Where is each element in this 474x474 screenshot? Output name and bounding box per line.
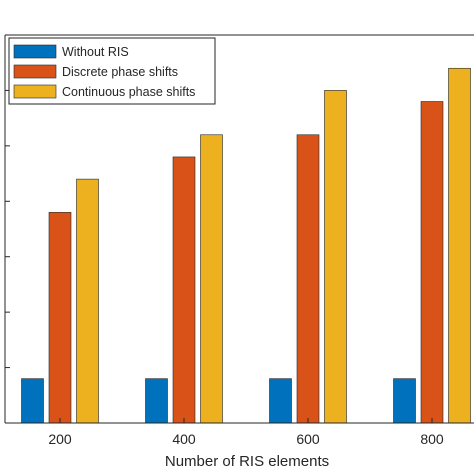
x-tick-label-200: 200 — [48, 431, 72, 447]
bar-discrete-phase-shifts-600 — [296, 134, 320, 424]
bar-discrete-phase-shifts-400 — [172, 156, 196, 424]
legend-label-discrete: Discrete phase shifts — [62, 65, 178, 79]
bar-without-ris-600 — [269, 378, 292, 424]
bar-continuous-phase-shifts-800 — [448, 67, 471, 424]
legend-label-without-ris: Without RIS — [62, 45, 129, 59]
bar-discrete-phase-shifts-800 — [420, 101, 444, 424]
legend-label-continuous: Continuous phase shifts — [62, 85, 195, 99]
x-axis-label: Number of RIS elements — [165, 453, 329, 470]
y-ticks-group — [5, 89, 10, 369]
x-tick-label-800: 800 — [420, 431, 444, 447]
bar-discrete-phase-shifts-200 — [48, 212, 72, 424]
bar-without-ris-200 — [21, 378, 44, 424]
x-ticks-group: 200 400 600 800 — [48, 418, 444, 447]
legend-swatch-without-ris — [13, 44, 57, 59]
bar-continuous-phase-shifts-200 — [76, 178, 99, 424]
x-tick-label-600: 600 — [296, 431, 320, 447]
bar-without-ris-400 — [145, 378, 168, 424]
x-tick-label-400: 400 — [172, 431, 196, 447]
bar-continuous-phase-shifts-400 — [200, 134, 223, 424]
legend-swatch-continuous — [13, 84, 57, 99]
bar-without-ris-800 — [393, 378, 416, 424]
axes-group — [4, 34, 474, 424]
bar-continuous-phase-shifts-600 — [324, 90, 347, 424]
legend-swatch-discrete — [13, 64, 57, 79]
legend: Without RIS Discrete phase shifts Contin… — [8, 37, 216, 105]
bars-group — [21, 67, 471, 424]
